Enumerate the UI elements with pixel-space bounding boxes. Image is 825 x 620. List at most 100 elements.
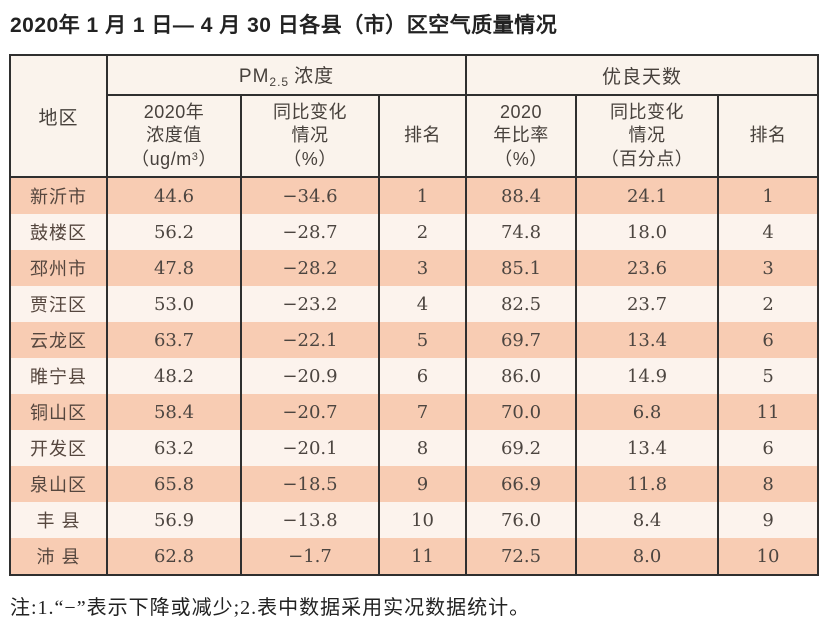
table-row: 铜山区 58.4 −20.7 7 70.0 6.8 11 xyxy=(9,394,820,431)
header-good-rate-unit: （%） xyxy=(494,149,548,170)
good-rank-cell: 8 xyxy=(717,466,820,503)
good-rank-cell: 1 xyxy=(717,177,820,215)
pm-value-cell: 56.2 xyxy=(106,214,242,251)
good-rate-cell: 70.0 xyxy=(465,394,578,431)
good-rank-cell: 4 xyxy=(717,214,820,251)
header-pm-value-unit: （ug/m xyxy=(131,149,192,170)
pm-value-cell: 47.8 xyxy=(106,250,242,287)
pm-rank-cell: 3 xyxy=(377,250,468,287)
good-change-cell: 18.0 xyxy=(575,214,720,251)
pm-rank-cell: 6 xyxy=(377,358,468,395)
pm-value-cell: 63.2 xyxy=(106,430,242,467)
pm-value-cell: 62.8 xyxy=(106,538,242,576)
good-change-cell: 11.8 xyxy=(575,466,720,503)
good-change-cell: 8.4 xyxy=(575,502,720,539)
table-body: 新沂市 44.6 −34.6 1 88.4 24.1 1 鼓楼区 56.2 −2… xyxy=(9,177,820,576)
pm-rank-cell: 11 xyxy=(377,538,468,576)
table-row: 睢宁县 48.2 −20.9 6 86.0 14.9 5 xyxy=(9,358,820,395)
region-cell: 睢宁县 xyxy=(9,358,108,395)
good-change-cell: 23.7 xyxy=(575,286,720,323)
region-cell: 铜山区 xyxy=(9,394,108,431)
pm-value-cell: 65.8 xyxy=(106,466,242,503)
pm-value-cell: 58.4 xyxy=(106,394,242,431)
header-pm-value: 2020年 浓度值 （ug/m3） xyxy=(106,94,242,179)
header-pm-value-line1: 2020年 xyxy=(143,101,205,122)
header-pm-value-line2: 浓度值 xyxy=(146,125,202,146)
pm-label-suffix: 浓度 xyxy=(294,66,335,88)
good-rank-cell: 6 xyxy=(717,322,820,359)
region-cell: 开发区 xyxy=(9,430,108,467)
good-change-cell: 8.0 xyxy=(575,538,720,576)
good-rate-cell: 86.0 xyxy=(465,358,578,395)
header-pm-change-line2: 情况 xyxy=(291,125,329,146)
good-change-cell: 23.6 xyxy=(575,250,720,287)
pm-value-cell: 44.6 xyxy=(106,177,242,215)
good-rank-cell: 10 xyxy=(717,538,820,576)
region-cell: 鼓楼区 xyxy=(9,214,108,251)
header-pm-change: 同比变化 情况 （%） xyxy=(240,94,380,179)
good-rank-cell: 9 xyxy=(717,502,820,539)
region-cell: 沛 县 xyxy=(9,538,108,576)
good-rank-cell: 3 xyxy=(717,250,820,287)
header-good-rate: 2020 年比率 （%） xyxy=(465,94,578,179)
pm-label-subscript: 2.5 xyxy=(269,75,290,90)
good-rate-cell: 85.1 xyxy=(465,250,578,287)
region-cell: 丰 县 xyxy=(9,502,108,539)
pm-change-cell: −28.7 xyxy=(240,214,380,251)
table-header: 地区 PM2.5 浓度 优良天数 2020年 浓度值 （ug/m3） 同比变化 情… xyxy=(9,54,820,179)
pm-rank-cell: 1 xyxy=(377,177,468,215)
table-row: 丰 县 56.9 −13.8 10 76.0 8.4 9 xyxy=(9,502,820,539)
pm-rank-cell: 5 xyxy=(377,322,468,359)
pm-rank-cell: 4 xyxy=(377,286,468,323)
header-sub-row: 2020年 浓度值 （ug/m3） 同比变化 情况 （%） 排名 2020 年比… xyxy=(10,94,820,179)
pm-change-cell: −18.5 xyxy=(240,466,380,503)
pm-rank-cell: 8 xyxy=(377,430,468,467)
good-change-cell: 24.1 xyxy=(575,177,720,215)
table-row: 贾汪区 53.0 −23.2 4 82.5 23.7 2 xyxy=(9,286,820,323)
good-rate-cell: 72.5 xyxy=(465,538,578,576)
pm-rank-cell: 10 xyxy=(377,502,468,539)
header-good-days-group: 优良天数 xyxy=(465,54,820,97)
pm-change-cell: −1.7 xyxy=(240,538,380,576)
pm-rank-cell: 2 xyxy=(377,214,468,251)
table-row: 新沂市 44.6 −34.6 1 88.4 24.1 1 xyxy=(9,177,820,215)
pm-change-cell: −20.7 xyxy=(240,394,380,431)
pm-value-cell: 56.9 xyxy=(106,502,242,539)
good-change-cell: 13.4 xyxy=(575,322,720,359)
good-rank-cell: 6 xyxy=(717,430,820,467)
header-pm-change-unit: （%） xyxy=(283,149,337,170)
table-row: 邳州市 47.8 −28.2 3 85.1 23.6 3 xyxy=(9,250,820,287)
footnote: 注:1.“−”表示下降或减少;2.表中数据采用实况数据统计。 xyxy=(10,597,531,620)
pm-rank-cell: 9 xyxy=(377,466,468,503)
good-rate-cell: 69.2 xyxy=(465,430,578,467)
header-good-rate-line1: 2020 xyxy=(500,101,543,122)
header-good-change-line2: 情况 xyxy=(628,125,666,146)
pm-change-cell: −22.1 xyxy=(240,322,380,359)
header-good-rank: 排名 xyxy=(717,94,820,179)
table-row: 泉山区 65.8 −18.5 9 66.9 11.8 8 xyxy=(9,466,820,503)
good-rate-cell: 88.4 xyxy=(465,177,578,215)
pm-change-cell: −13.8 xyxy=(240,502,380,539)
good-rate-cell: 66.9 xyxy=(465,466,578,503)
page-title: 2020年 1 月 1 日— 4 月 30 日各县（市）区空气质量情况 xyxy=(10,14,558,37)
pm-change-cell: −20.1 xyxy=(240,430,380,467)
header-pm-change-line1: 同比变化 xyxy=(273,101,347,122)
air-quality-table: 地区 PM2.5 浓度 优良天数 2020年 浓度值 （ug/m3） 同比变化 情… xyxy=(9,54,820,577)
good-rank-cell: 11 xyxy=(717,394,820,431)
pm-rank-cell: 7 xyxy=(377,394,468,431)
pm-change-cell: −20.9 xyxy=(240,358,380,395)
region-cell: 云龙区 xyxy=(9,322,108,359)
header-pm-group: PM2.5 浓度 xyxy=(105,54,468,97)
header-good-change-unit: （百分点） xyxy=(600,149,694,170)
good-rank-cell: 5 xyxy=(717,358,820,395)
pm-label-prefix: PM xyxy=(238,66,270,88)
good-rate-cell: 76.0 xyxy=(465,502,578,539)
region-cell: 泉山区 xyxy=(9,466,108,503)
header-good-rate-line2: 年比率 xyxy=(493,125,549,146)
pm-value-cell: 53.0 xyxy=(106,286,242,323)
good-rate-cell: 69.7 xyxy=(465,322,578,359)
pm-value-cell: 48.2 xyxy=(106,358,242,395)
table-row: 开发区 63.2 −20.1 8 69.2 13.4 6 xyxy=(9,430,820,467)
region-cell: 新沂市 xyxy=(9,177,108,215)
